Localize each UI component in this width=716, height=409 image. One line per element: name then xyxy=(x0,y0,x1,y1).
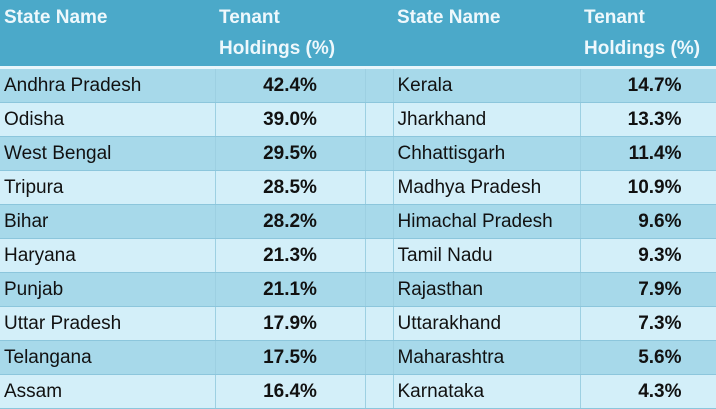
header-tenant-holdings: Tenant Holdings (%) xyxy=(215,0,365,69)
state-name-cell: Odisha xyxy=(0,102,216,137)
state-name-cell: Telangana xyxy=(0,340,216,375)
table-row: Tripura 28.5% Madhya Pradesh 10.9% xyxy=(0,170,716,205)
spacer-cell xyxy=(365,340,394,375)
tenant-holdings-cell: 9.3% xyxy=(580,238,716,273)
spacer-cell xyxy=(365,204,394,239)
state-name-cell: Uttar Pradesh xyxy=(0,306,216,341)
tenant-holdings-cell: 21.3% xyxy=(215,238,366,273)
state-name-cell: Madhya Pradesh xyxy=(393,170,581,205)
state-name-cell: Karnataka xyxy=(393,374,581,409)
state-name-cell: Tamil Nadu xyxy=(393,238,581,273)
header-row: State Name Tenant Holdings (%) State Nam… xyxy=(0,0,716,69)
tenant-holdings-cell: 10.9% xyxy=(580,170,716,205)
table-row: Andhra Pradesh 42.4% Kerala 14.7% xyxy=(0,67,716,103)
state-name-cell: Bihar xyxy=(0,204,216,239)
tenant-holdings-cell: 4.3% xyxy=(580,374,716,409)
tenant-holdings-cell: 17.5% xyxy=(215,340,366,375)
tenant-holdings-cell: 29.5% xyxy=(215,136,366,171)
header-state-name-2: State Name xyxy=(393,0,580,69)
state-name-cell: Assam xyxy=(0,374,216,409)
state-name-cell: Haryana xyxy=(0,238,216,273)
table-row: Punjab 21.1% Rajasthan 7.9% xyxy=(0,272,716,307)
table-row: Telangana 17.5% Maharashtra 5.6% xyxy=(0,340,716,375)
tenant-holdings-cell: 28.5% xyxy=(215,170,366,205)
state-name-cell: Andhra Pradesh xyxy=(0,67,216,103)
tenant-holdings-cell: 9.6% xyxy=(580,204,716,239)
spacer-cell xyxy=(365,136,394,171)
table-row: Bihar 28.2% Himachal Pradesh 9.6% xyxy=(0,204,716,239)
state-name-cell: Himachal Pradesh xyxy=(393,204,581,239)
spacer-cell xyxy=(365,238,394,273)
state-name-cell: Jharkhand xyxy=(393,102,581,137)
header-state-name: State Name xyxy=(0,0,215,69)
tenant-holdings-cell: 11.4% xyxy=(580,136,716,171)
tenant-holdings-cell: 7.3% xyxy=(580,306,716,341)
state-name-cell: Kerala xyxy=(393,67,581,103)
spacer-cell xyxy=(365,67,394,103)
state-name-cell: Maharashtra xyxy=(393,340,581,375)
state-name-cell: Uttarakhand xyxy=(393,306,581,341)
table-row: Odisha 39.0% Jharkhand 13.3% xyxy=(0,102,716,137)
state-name-cell: Rajasthan xyxy=(393,272,581,307)
spacer-cell xyxy=(365,102,394,137)
header-spacer xyxy=(365,0,393,69)
table-row: Haryana 21.3% Tamil Nadu 9.3% xyxy=(0,238,716,273)
tenant-holdings-cell: 28.2% xyxy=(215,204,366,239)
state-name-cell: Chhattisgarh xyxy=(393,136,581,171)
tenant-holdings-cell: 5.6% xyxy=(580,340,716,375)
state-name-cell: West Bengal xyxy=(0,136,216,171)
table-row: Uttar Pradesh 17.9% Uttarakhand 7.3% xyxy=(0,306,716,341)
spacer-cell xyxy=(365,306,394,341)
tenant-holdings-cell: 39.0% xyxy=(215,102,366,137)
tenant-holdings-cell: 14.7% xyxy=(580,67,716,103)
spacer-cell xyxy=(365,374,394,409)
tenant-holdings-cell: 17.9% xyxy=(215,306,366,341)
tenant-holdings-cell: 7.9% xyxy=(580,272,716,307)
header-tenant-holdings-2: Tenant Holdings (%) xyxy=(580,0,716,69)
tenant-holdings-cell: 42.4% xyxy=(215,67,366,103)
state-name-cell: Punjab xyxy=(0,272,216,307)
tenant-holdings-cell: 16.4% xyxy=(215,374,366,409)
spacer-cell xyxy=(365,170,394,205)
table-row: West Bengal 29.5% Chhattisgarh 11.4% xyxy=(0,136,716,171)
spacer-cell xyxy=(365,272,394,307)
tenant-holdings-cell: 13.3% xyxy=(580,102,716,137)
tenant-holdings-cell: 21.1% xyxy=(215,272,366,307)
table-row: Assam 16.4% Karnataka 4.3% xyxy=(0,374,716,409)
state-name-cell: Tripura xyxy=(0,170,216,205)
